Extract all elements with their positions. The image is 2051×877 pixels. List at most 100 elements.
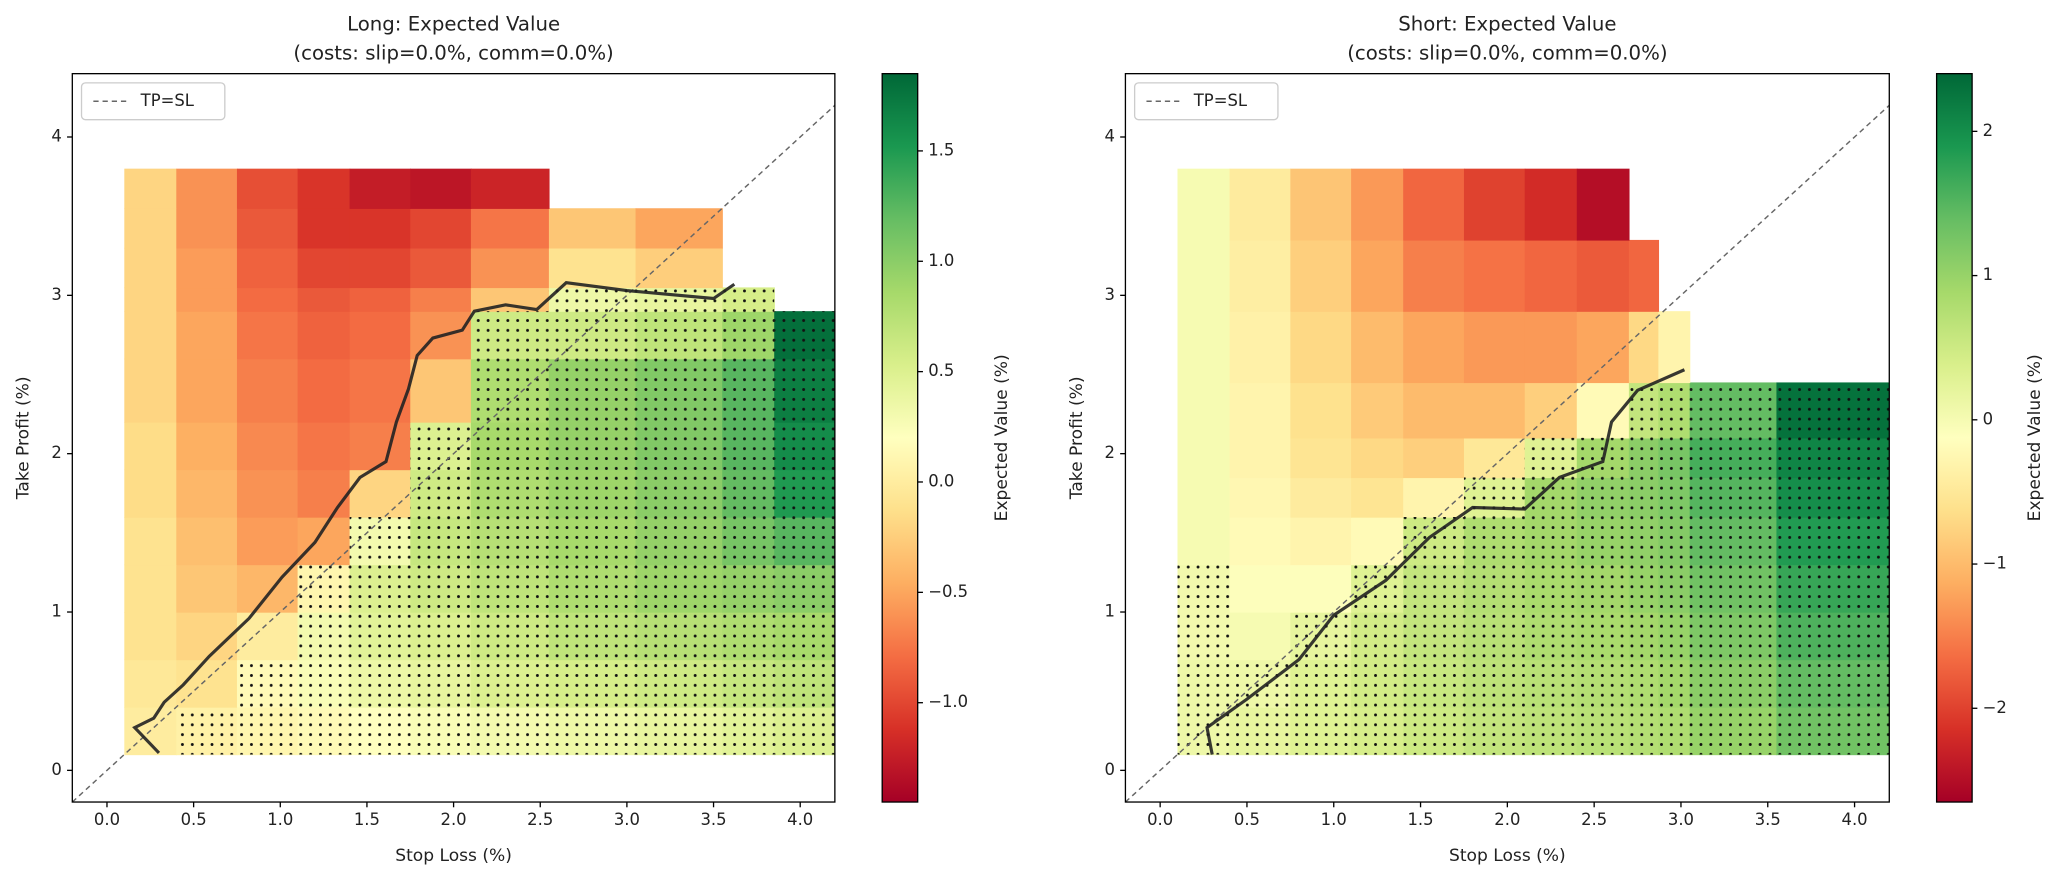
diagonal-line: [72, 104, 835, 803]
heat-cell: [236, 287, 299, 312]
x-tick-label: 1.0: [1321, 810, 1347, 829]
heat-cell: [1290, 517, 1352, 566]
heat-cell: [410, 287, 472, 312]
colorbar-tick-label: 2: [1983, 121, 1993, 140]
y-tick-label: 0: [1104, 760, 1114, 779]
heat-cell: [470, 247, 550, 289]
stipple: [410, 564, 471, 613]
stipple: [774, 612, 835, 660]
heat-cell: [1229, 517, 1292, 566]
stipple: [1524, 437, 1577, 478]
colorbar-tick-label: −1: [1983, 554, 2007, 573]
stipple: [1628, 707, 1659, 755]
heat-cell: [1229, 311, 1292, 384]
legend-box: [1133, 82, 1279, 121]
x-tick-label: 4.0: [787, 810, 813, 829]
stipple: [410, 469, 471, 518]
stipple: [1776, 517, 1890, 565]
heat-cell: [1463, 382, 1526, 439]
heat-cell: [236, 168, 299, 209]
stipple: [548, 612, 636, 660]
stipple: [635, 422, 723, 470]
stipple: [548, 311, 636, 359]
heat-cell: [124, 564, 177, 613]
stipple: [470, 311, 549, 359]
x-axis-label: Stop Loss (%): [1449, 846, 1566, 866]
stipple: [548, 707, 636, 755]
y-tick-label: 0: [51, 760, 61, 779]
heat-cell: [470, 168, 550, 209]
heat-cell: [176, 564, 238, 613]
heat-cell: [1524, 311, 1578, 384]
heat-cell: [236, 469, 299, 518]
stipple: [548, 469, 636, 518]
stipple: [1290, 707, 1352, 755]
stipple: [722, 422, 775, 470]
chart-subtitle: (costs: slip=0.0%, comm=0.0%): [293, 41, 613, 64]
stipple: [349, 707, 411, 755]
colorbar-tick-label: 1.5: [928, 140, 954, 159]
stipple: [722, 707, 775, 755]
heat-cell: [1229, 382, 1292, 439]
x-tick-label: 0.0: [94, 810, 120, 829]
heat-cell: [635, 208, 723, 249]
heat-cell: [1229, 168, 1292, 241]
colorbar-tick-label: −0.5: [928, 582, 968, 601]
stipple: [1689, 564, 1777, 613]
stipple: [548, 422, 636, 470]
stipple: [410, 707, 471, 755]
heat-cell: [1524, 168, 1578, 241]
stipple: [1524, 612, 1577, 660]
colorbar-label: Expected Value (%): [992, 354, 1012, 521]
heat-cell: [176, 311, 238, 360]
colorbar-tick-label: 1: [1983, 265, 1993, 284]
stipple: [1689, 707, 1777, 755]
heat-cell: [1177, 437, 1231, 479]
stipple: [1689, 612, 1777, 660]
heat-cell: [1351, 437, 1404, 479]
y-axis-label: Take Profit (%): [14, 376, 34, 500]
heat-cell: [176, 469, 238, 518]
heat-cell: [176, 287, 238, 312]
heat-cell: [1290, 382, 1352, 439]
heat-cell: [349, 311, 411, 360]
heat-cell: [236, 208, 299, 249]
stipple: [1351, 707, 1404, 755]
x-tick-label: 3.5: [1755, 810, 1781, 829]
heat-cell: [1576, 168, 1630, 241]
stipple: [548, 287, 636, 312]
colorbar: [881, 73, 919, 803]
heat-cell: [124, 208, 177, 249]
stipple: [1628, 382, 1659, 438]
heat-cell: [1290, 564, 1352, 613]
stipple: [1628, 477, 1659, 518]
stipple: [1576, 612, 1629, 660]
heat-cell: [1524, 382, 1578, 439]
stipple: [297, 612, 350, 660]
stipple: [1576, 707, 1629, 755]
stipple: [1524, 564, 1577, 613]
heat-cell: [1229, 437, 1292, 479]
y-tick-label: 4: [51, 126, 61, 145]
stipple: [1776, 612, 1890, 660]
stipple: [1576, 517, 1629, 565]
heat-cell: [1290, 437, 1352, 479]
x-tick-label: 2.0: [1494, 810, 1520, 829]
stipple: [1776, 707, 1890, 755]
heat-cell: [124, 311, 177, 360]
heat-cell: [297, 208, 351, 249]
x-tick-label: 1.0: [267, 810, 293, 829]
heat-cell: [1463, 168, 1526, 241]
heat-cell: [1290, 311, 1352, 384]
chart-title: Short: Expected Value: [1398, 13, 1616, 36]
stipple: [1689, 659, 1777, 708]
stipple: [1463, 564, 1525, 613]
heat-cell: [236, 358, 299, 423]
stipple: [236, 707, 298, 755]
heat-cell: [124, 358, 177, 423]
heat-cell: [1403, 239, 1465, 312]
stipple: [1776, 382, 1890, 438]
heat-cell: [1403, 168, 1465, 241]
x-tick-label: 2.5: [527, 810, 553, 829]
